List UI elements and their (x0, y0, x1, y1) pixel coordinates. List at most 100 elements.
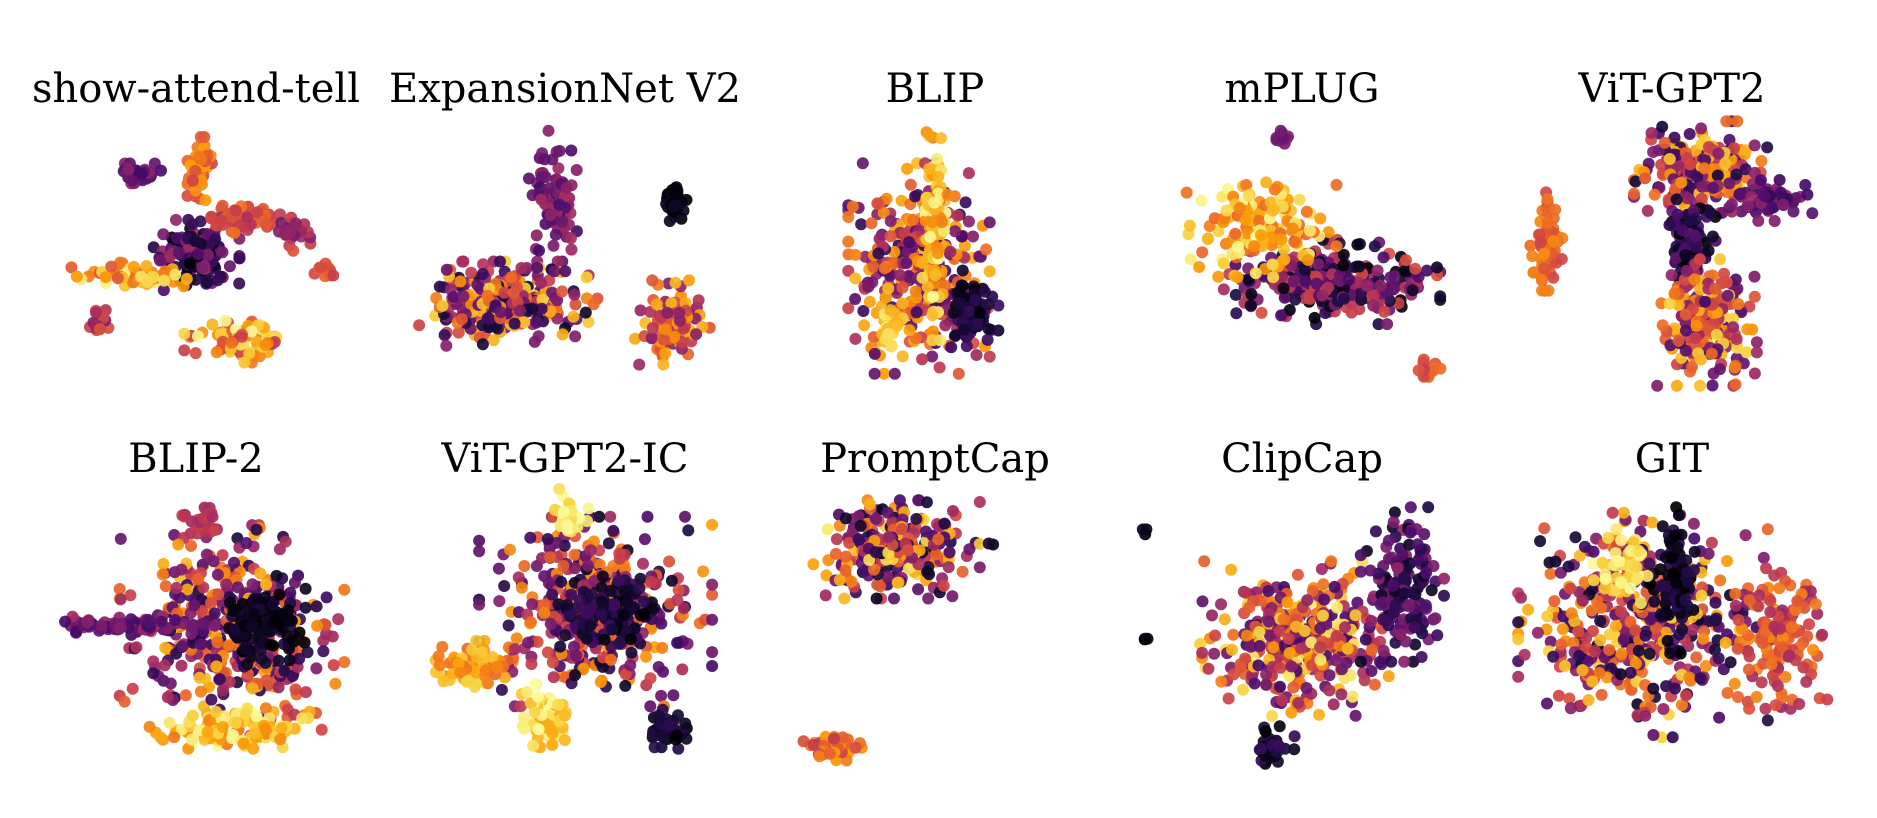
scatter-point (1316, 609, 1329, 622)
scatter-point (1342, 273, 1355, 286)
scatter-point (1431, 629, 1444, 642)
scatter-point (1676, 224, 1689, 237)
scatter-point (655, 729, 667, 742)
scatter-point (1382, 534, 1395, 547)
scatter-point (1354, 549, 1367, 562)
scatter-point (1368, 678, 1381, 691)
scatter-point (1412, 364, 1425, 377)
scatter-point (1672, 158, 1685, 171)
scatter-point (154, 731, 167, 744)
scatter-point (233, 277, 246, 290)
scatter-point (896, 281, 909, 294)
scatter-point (849, 332, 862, 345)
scatter-point (1748, 270, 1761, 283)
scatter-point (1406, 587, 1419, 600)
scatter-point (587, 298, 600, 311)
scatter-point (855, 218, 868, 231)
scatter-point (947, 307, 960, 319)
scatter-point (903, 236, 916, 249)
scatter-point (945, 341, 958, 354)
scatter-point (706, 578, 719, 591)
scatter-point (1758, 190, 1771, 203)
scatter-point (1268, 183, 1281, 196)
scatter-point (1787, 205, 1800, 218)
scatter-point (559, 265, 572, 278)
scatter-point (1400, 254, 1412, 267)
scatter-point (538, 606, 551, 619)
scatter-point (533, 244, 545, 257)
scatter-point (1750, 346, 1763, 359)
scatter-point (70, 270, 83, 283)
scatter-point (1346, 690, 1359, 703)
scatter-point (81, 616, 94, 629)
scatter-point (192, 248, 205, 260)
scatter-plot-area (1512, 501, 1834, 744)
scatter-point (946, 590, 959, 603)
scatter-point (1287, 275, 1300, 288)
scatter-point (1648, 188, 1661, 201)
scatter-point (901, 162, 914, 175)
scatter-point (1267, 641, 1280, 654)
scatter-point (1755, 155, 1768, 167)
scatter-point (127, 260, 140, 273)
scatter-point (1310, 277, 1323, 290)
scatter-point (1547, 271, 1560, 284)
scatter-point (1806, 207, 1819, 220)
scatter-point (1663, 219, 1676, 231)
scatter-point (1438, 589, 1450, 602)
scatter-point (640, 650, 652, 663)
scatter-point (541, 646, 554, 659)
scatter-point (1295, 642, 1308, 655)
scatter-plot-area (1180, 124, 1447, 383)
scatter-point (1369, 525, 1382, 538)
scatter-point (159, 265, 172, 278)
scatter-point (511, 281, 523, 294)
scatter-point (208, 607, 221, 620)
scatter-plot-area (59, 501, 351, 755)
scatter-point (1748, 290, 1761, 303)
scatter-point (885, 339, 898, 352)
scatter-point (909, 190, 922, 203)
scatter-point (650, 298, 663, 311)
scatter-point (289, 217, 302, 230)
scatter-point (1264, 196, 1277, 209)
panel-blip: BLIP (842, 66, 1005, 380)
scatter-point (907, 213, 919, 226)
scatter-point (567, 310, 580, 323)
scatter-point (1368, 240, 1381, 253)
scatter-point (1136, 523, 1149, 536)
scatter-point (159, 580, 172, 593)
scatter-point (523, 172, 535, 185)
scatter-point (176, 640, 189, 653)
scatter-point (476, 338, 489, 351)
scatter-point (1730, 168, 1743, 181)
scatter-point (1206, 609, 1218, 622)
scatter-point (613, 552, 626, 565)
scatter-point (569, 669, 581, 682)
scatter-point (912, 583, 925, 596)
scatter-point (1349, 709, 1362, 722)
scatter-point (679, 510, 691, 523)
scatter-point (465, 266, 478, 279)
scatter-point (932, 187, 945, 200)
scatter-point (827, 732, 840, 745)
scatter-point (1367, 289, 1380, 302)
scatter-point (1541, 216, 1554, 229)
scatter-point (648, 741, 661, 754)
scatter-point (973, 306, 986, 319)
scatter-point (542, 124, 555, 137)
scatter-point (581, 606, 594, 619)
scatter-point (126, 682, 139, 695)
scatter-point (1696, 180, 1709, 193)
scatter-point (299, 582, 312, 595)
scatter-point (1720, 276, 1733, 289)
scatter-point (1367, 299, 1380, 312)
scatter-point (958, 323, 971, 336)
scatter-point (1547, 235, 1560, 248)
scatter-point (558, 734, 571, 747)
scatter-point (189, 347, 202, 360)
scatter-point (1272, 739, 1285, 752)
scatter-point (180, 272, 193, 285)
scatter-point (495, 683, 508, 696)
